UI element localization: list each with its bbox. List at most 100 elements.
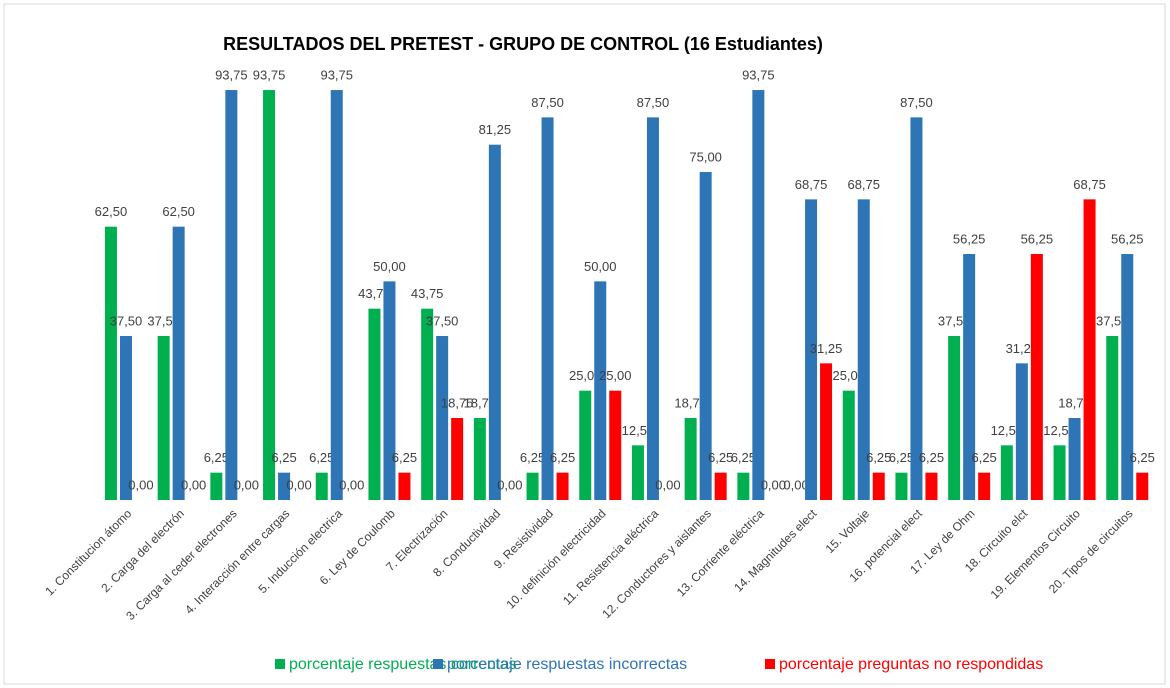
bar [473, 418, 486, 500]
value-label: 37,50 [110, 313, 143, 328]
value-label: 12,50 [991, 423, 1024, 438]
bar [805, 199, 818, 500]
value-label: 0,00 [497, 477, 522, 492]
value-label: 0,00 [339, 477, 364, 492]
bar [1053, 445, 1066, 500]
bar [646, 117, 659, 501]
bar [1000, 445, 1013, 500]
bar [278, 472, 291, 500]
value-label: 68,75 [847, 177, 880, 192]
value-label: 43,75 [411, 286, 444, 301]
bar [895, 472, 908, 500]
value-label: 93,75 [320, 67, 353, 82]
bar [1083, 199, 1096, 500]
bar [857, 199, 870, 500]
bar [579, 390, 592, 500]
bar [1121, 254, 1134, 500]
value-label: 68,75 [795, 177, 828, 192]
value-label: 43,75 [358, 286, 391, 301]
value-label: 6,25 [971, 450, 996, 465]
bar [948, 336, 961, 500]
value-label: 56,25 [1021, 231, 1054, 246]
value-label: 6,25 [919, 450, 944, 465]
value-label: 18,75 [441, 395, 474, 410]
bar [172, 226, 185, 500]
value-label: 6,25 [866, 450, 891, 465]
value-label: 25,00 [832, 368, 865, 383]
value-label: 12,50 [1043, 423, 1076, 438]
value-label: 62,50 [162, 204, 195, 219]
bar [752, 90, 765, 500]
bar [910, 117, 923, 501]
value-label: 0,00 [181, 477, 206, 492]
value-label: 18,75 [464, 395, 497, 410]
bar [488, 144, 501, 500]
bar [631, 445, 644, 500]
value-label: 6,25 [731, 450, 756, 465]
value-label: 25,00 [599, 368, 632, 383]
legend-label: porcentaje respuestas incorrectas [447, 656, 687, 673]
value-label: 0,00 [234, 477, 259, 492]
bar [157, 336, 170, 500]
bar [451, 418, 464, 500]
bar [872, 472, 885, 500]
value-label: 6,25 [309, 450, 334, 465]
value-label: 12,50 [622, 423, 655, 438]
bar [368, 308, 381, 500]
value-label: 6,25 [708, 450, 733, 465]
bar [963, 254, 976, 500]
value-label: 93,75 [215, 67, 248, 82]
bar [594, 281, 607, 500]
value-label: 37,50 [147, 313, 180, 328]
bar [398, 472, 411, 500]
value-label: 6,25 [550, 450, 575, 465]
bar [436, 336, 449, 500]
bar [978, 472, 991, 500]
value-label: 50,00 [584, 259, 617, 274]
bar [556, 472, 569, 500]
bar [210, 472, 223, 500]
bar [737, 472, 750, 500]
value-label: 18,75 [1058, 395, 1091, 410]
bar [842, 390, 855, 500]
value-label: 68,75 [1073, 177, 1106, 192]
value-label: 6,25 [520, 450, 545, 465]
value-label: 0,00 [783, 477, 808, 492]
value-label: 31,25 [1006, 341, 1039, 356]
bar [315, 472, 328, 500]
bar [1136, 472, 1149, 500]
bar [1068, 418, 1081, 500]
bar [714, 472, 727, 500]
bar [699, 172, 712, 500]
value-label: 87,50 [531, 95, 564, 110]
value-label: 87,50 [637, 95, 670, 110]
value-label: 93,75 [253, 67, 286, 82]
value-label: 0,00 [655, 477, 680, 492]
bar [541, 117, 554, 501]
legend-label: porcentaje preguntas no respondidas [779, 656, 1043, 673]
legend-swatch [275, 659, 285, 669]
value-label: 37,50 [1096, 313, 1129, 328]
chart-title: RESULTADOS DEL PRETEST - GRUPO DE CONTRO… [223, 34, 823, 54]
bar [526, 472, 539, 500]
value-label: 6,25 [1130, 450, 1155, 465]
value-label: 37,50 [426, 313, 459, 328]
value-label: 6,25 [889, 450, 914, 465]
value-label: 81,25 [479, 122, 512, 137]
value-label: 87,50 [900, 95, 933, 110]
value-label: 6,25 [204, 450, 229, 465]
bar [820, 363, 833, 500]
bar [421, 308, 434, 500]
bar [1106, 336, 1119, 500]
value-label: 75,00 [689, 149, 722, 164]
value-label: 0,00 [128, 477, 153, 492]
bar [263, 90, 276, 500]
legend-label: porcentaje respuestas correctas [289, 656, 517, 673]
legend-swatch [433, 659, 443, 669]
value-label: 56,25 [1111, 231, 1144, 246]
bar [925, 472, 938, 500]
value-label: 18,75 [674, 395, 707, 410]
bar [225, 90, 238, 500]
legend-swatch [765, 659, 775, 669]
